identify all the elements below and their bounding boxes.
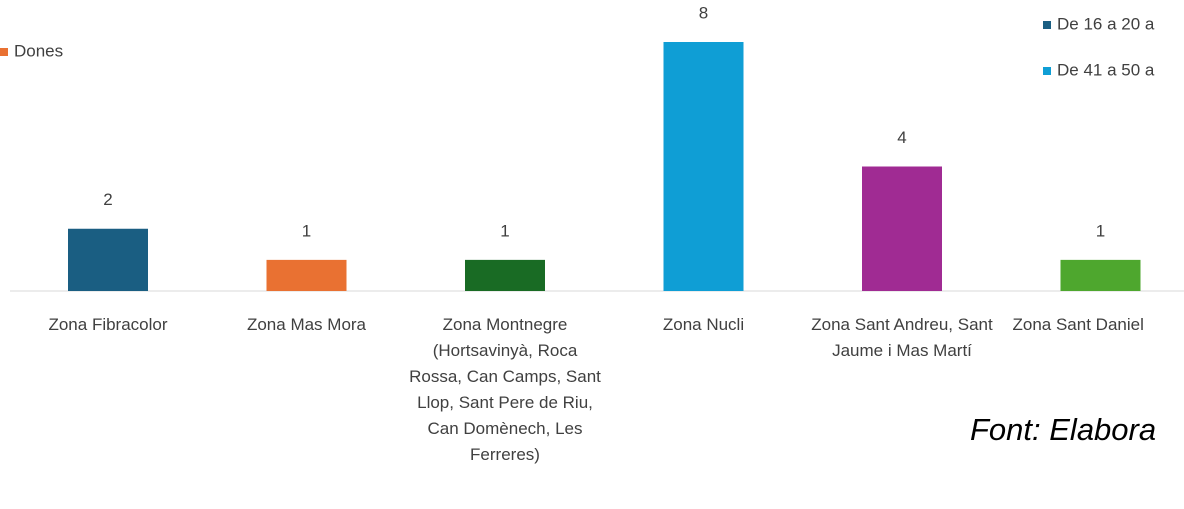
value-label: 8: [699, 3, 708, 22]
value-label: 1: [1096, 221, 1105, 240]
bar: [465, 259, 545, 291]
bar: [68, 228, 148, 291]
x-tick-label: Zona Fibracolor: [48, 315, 168, 334]
bar: [266, 259, 347, 291]
value-label: 1: [500, 221, 509, 240]
bar: [862, 166, 942, 291]
x-tick-label: Zona Sant Daniel: [1012, 315, 1144, 334]
legend-label: De 41 a 50 a: [1057, 60, 1155, 79]
legend-swatch: [1043, 67, 1051, 75]
x-tick-label: Zona Montnegre (Hortsavinyà, Roca Rossa,…: [409, 315, 601, 464]
value-label: 1: [302, 221, 311, 240]
legend-swatch: [0, 48, 8, 56]
bar: [663, 42, 744, 291]
legend-label: De 16 a 20 a: [1057, 14, 1155, 33]
value-label: 4: [897, 128, 906, 147]
legend-swatch: [1043, 21, 1051, 29]
x-tick-label: Zona Sant Andreu, Sant Jaume i Mas Martí: [811, 315, 993, 360]
value-label: 2: [103, 190, 112, 209]
x-tick-label: Zona Nucli: [662, 315, 745, 334]
x-tick-label: Zona Mas Mora: [246, 315, 367, 334]
source: Font: Elabora: [970, 412, 1157, 447]
legend-label: Dones: [14, 41, 63, 60]
bar: [1060, 259, 1141, 291]
